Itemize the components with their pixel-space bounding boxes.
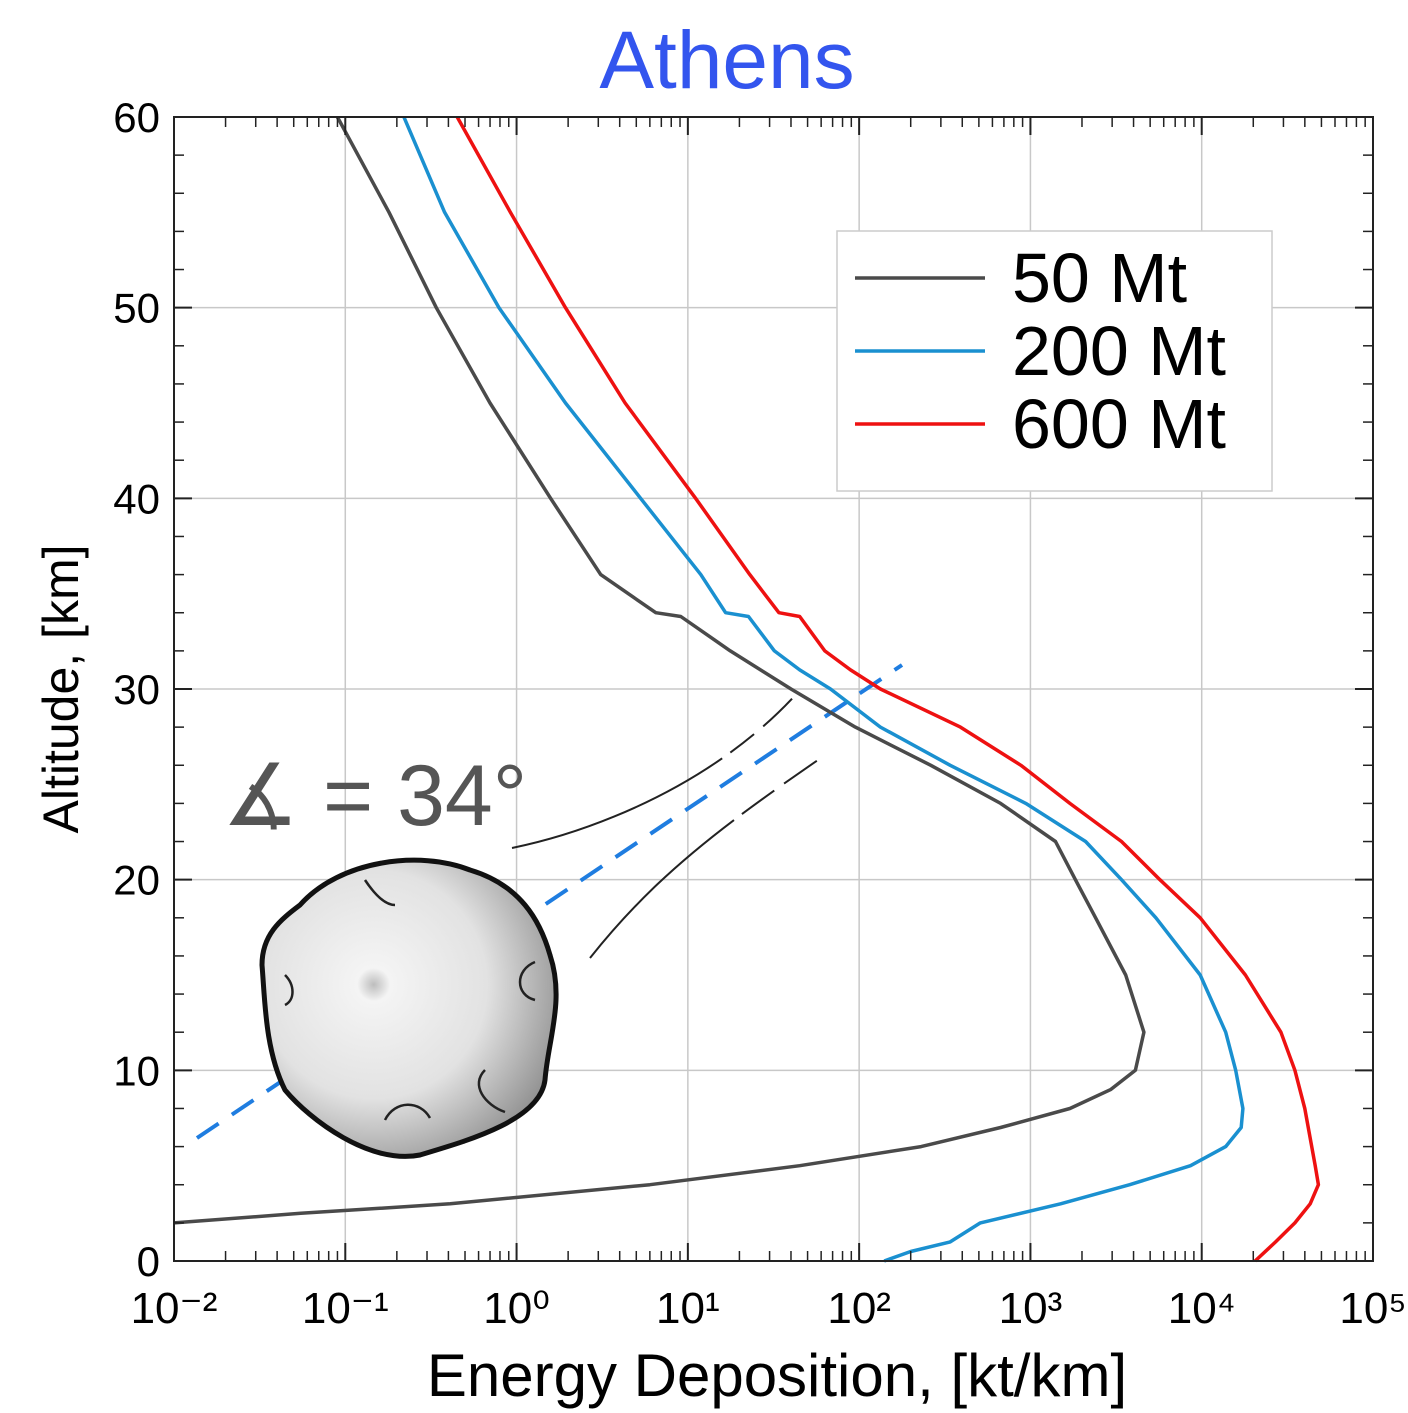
y-tick-label: 40 [113, 475, 160, 522]
crater [477, 1069, 506, 1114]
crater [284, 974, 294, 1007]
legend-label: 200 Mt [1012, 312, 1226, 390]
x-tick-label: 10³ [999, 1284, 1063, 1333]
x-tick-label: 10⁵ [1339, 1284, 1406, 1333]
series-line [402, 116, 1245, 1263]
legend-box [836, 230, 1273, 492]
series-line [455, 116, 1321, 1263]
y-axis-label: Altitude, [km] [33, 545, 89, 834]
x-tick-label: 10⁴ [1168, 1284, 1236, 1333]
series-line [173, 116, 1146, 1225]
asteroid-illustration [195, 663, 904, 1159]
streak [589, 737, 851, 959]
y-tick-label: 0 [137, 1238, 160, 1285]
y-tick-label: 10 [113, 1047, 160, 1094]
rock [259, 857, 559, 1159]
x-tick-label: 10² [827, 1284, 891, 1333]
crater [383, 1103, 432, 1121]
legend-label: 50 Mt [1012, 239, 1187, 317]
crater [518, 960, 536, 1002]
legend-label: 600 Mt [1012, 385, 1226, 463]
ticks: 10⁻² 10⁻¹ 10⁰ 10¹ 10² 10³ 10⁴ 10⁵ 0 10 20 30 40 50 60 [113, 94, 1406, 1333]
annotation: ∡ = 34° [222, 748, 527, 844]
y-tick-label: 50 [113, 285, 160, 332]
x-axis-label: Energy Deposition, [kt/km] [427, 1342, 1127, 1409]
y-tick-label: 60 [113, 94, 160, 141]
y-tick-label: 20 [113, 857, 160, 904]
chart-title: Athens [599, 15, 854, 106]
y-tick-label: 30 [113, 666, 160, 713]
x-tick-label: 10⁻¹ [302, 1284, 389, 1333]
x-tick-label: 10⁰ [483, 1284, 550, 1333]
x-tick-label: 10¹ [656, 1284, 720, 1333]
streak [511, 689, 801, 849]
lines [173, 116, 1321, 1263]
x-tick-label: 10⁻² [131, 1284, 218, 1333]
crater [363, 879, 396, 907]
